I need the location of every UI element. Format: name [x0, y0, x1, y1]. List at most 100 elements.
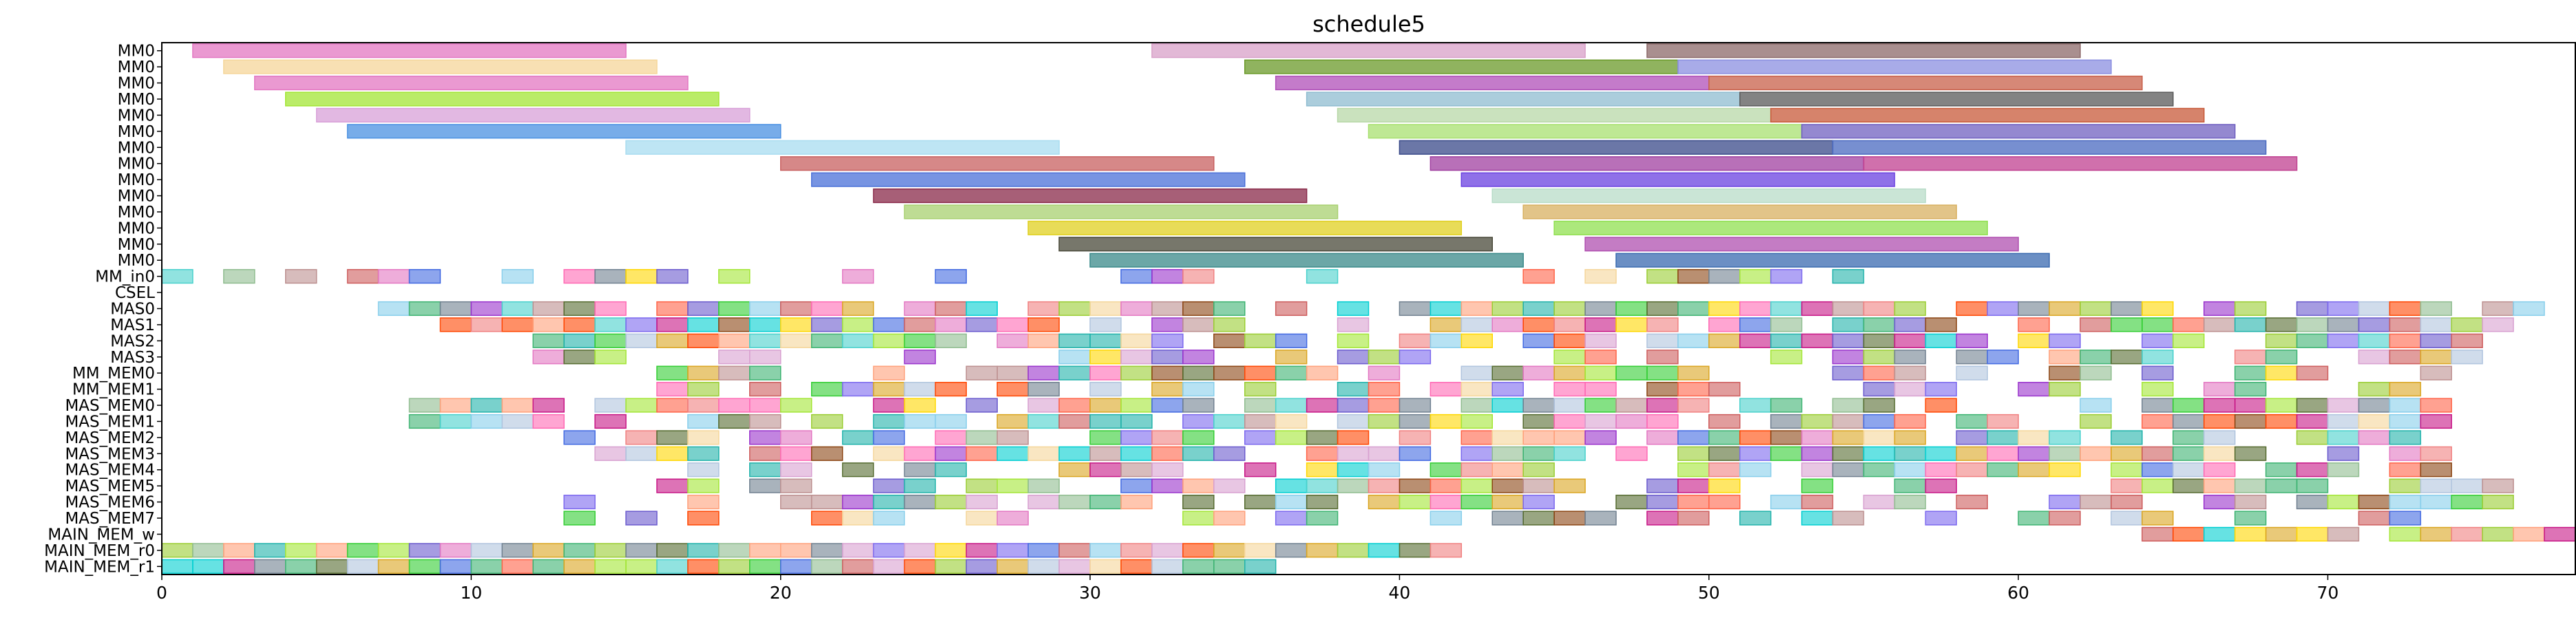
gantt-task-cell	[1460, 365, 1493, 380]
gantt-task-cell	[1089, 559, 1122, 574]
gantt-task-cell	[1182, 317, 1215, 332]
gantt-task-cell	[2111, 301, 2143, 317]
gantt-task-cell	[718, 543, 751, 558]
y-tick-label: MAS_MEM5	[65, 478, 155, 495]
gantt-task-cell	[1987, 350, 2019, 365]
gantt-task-cell	[2049, 382, 2081, 397]
gantt-task-cell	[903, 398, 936, 413]
gantt-task-cell	[1491, 511, 1524, 526]
gantt-task-cell	[1770, 317, 1803, 332]
gantt-task-cell	[965, 317, 998, 332]
gantt-task-cell	[563, 269, 596, 284]
y-tick-label: MAS1	[110, 317, 155, 334]
gantt-bar	[1863, 156, 2298, 171]
gantt-task-cell	[687, 365, 720, 380]
gantt-task-cell	[1615, 317, 1648, 332]
gantt-task-cell	[1770, 269, 1803, 284]
gantt-task-cell	[996, 543, 1029, 558]
gantt-task-cell	[656, 446, 689, 461]
gantt-task-cell	[2142, 301, 2174, 317]
gantt-task-cell	[1244, 495, 1277, 510]
gantt-task-cell	[1522, 398, 1555, 413]
x-tick-label: 70	[2317, 583, 2339, 603]
gantt-task-cell	[965, 430, 998, 445]
gantt-task-cell	[1522, 269, 1555, 284]
gantt-task-cell	[563, 430, 596, 445]
gantt-task-cell	[1553, 414, 1586, 429]
gantt-task-cell	[1368, 478, 1401, 493]
gantt-task-cell	[1491, 365, 1524, 380]
gantt-task-cell	[965, 559, 998, 574]
gantt-task-cell	[2482, 495, 2514, 510]
gantt-task-cell	[2172, 430, 2205, 445]
gantt-task-cell	[1987, 446, 2019, 461]
gantt-task-cell	[1770, 350, 1803, 365]
gantt-bar	[1460, 172, 1896, 187]
gantt-task-cell	[810, 414, 844, 429]
gantt-task-cell	[1894, 495, 1927, 510]
gantt-task-cell	[1863, 317, 1896, 332]
gantt-task-cell	[1925, 398, 1958, 413]
x-axis-ticks: 0 10 20 30 40 50 60 70	[156, 575, 2338, 603]
gantt-task-cell	[1027, 559, 1060, 574]
gantt-task-cell	[1275, 333, 1308, 348]
gantt-task-cell	[1460, 478, 1493, 493]
gantt-task-cell	[1151, 333, 1184, 348]
gantt-task-cell	[1089, 398, 1122, 413]
gantt-task-cell	[408, 543, 441, 558]
gantt-task-cell	[563, 495, 596, 510]
y-tick-label: MM0	[118, 43, 155, 61]
gantt-task-cell	[1832, 350, 1865, 365]
gantt-task-cell	[1027, 414, 1060, 429]
gantt-task-cell	[996, 382, 1029, 397]
gantt-bar	[1027, 220, 1463, 235]
gantt-task-cell	[532, 398, 565, 413]
gantt-task-cell	[1337, 414, 1370, 429]
gantt-task-cell	[1120, 269, 1153, 284]
gantt-task-cell	[1708, 333, 1741, 348]
chart-title: schedule5	[1312, 11, 1425, 37]
gantt-task-cell	[1584, 301, 1617, 317]
gantt-task-cell	[1337, 333, 1370, 348]
gantt-task-cell	[1244, 430, 1277, 445]
gantt-task-cell	[1491, 382, 1524, 397]
gantt-task-cell	[1151, 301, 1184, 317]
gantt-task-cell	[2203, 462, 2236, 478]
gantt-task-cell	[872, 559, 905, 574]
gantt-task-cell	[2420, 398, 2453, 413]
y-tick-label: MAS_MEM3	[65, 445, 155, 463]
gantt-task-cell	[2234, 414, 2267, 429]
gantt-task-cell	[1584, 511, 1617, 526]
gantt-task-cell	[1430, 414, 1463, 429]
gantt-task-cell	[841, 317, 875, 332]
gantt-task-cell	[1739, 398, 1772, 413]
gantt-bar	[1832, 140, 2267, 155]
gantt-bar	[1337, 107, 1772, 122]
gantt-task-cell	[1894, 365, 1927, 380]
gantt-task-cell	[872, 398, 905, 413]
gantt-task-cell	[439, 543, 472, 558]
gantt-task-cell	[1739, 301, 1772, 317]
gantt-task-cell	[1120, 543, 1153, 558]
gantt-task-cell	[315, 543, 348, 558]
y-tick-label: MM_in0	[95, 268, 155, 286]
y-tick-label: MM0	[118, 219, 155, 237]
gantt-task-cell	[1832, 414, 1865, 429]
gantt-task-cell	[841, 511, 875, 526]
gantt-task-cell	[2451, 495, 2483, 510]
gantt-task-cell	[1894, 333, 1927, 348]
gantt-task-cell	[1460, 414, 1493, 429]
gantt-task-cell	[718, 317, 751, 332]
gantt-task-cell	[1863, 462, 1896, 478]
gantt-task-cell	[1058, 398, 1091, 413]
gantt-task-cell	[1677, 511, 1710, 526]
gantt-task-cell	[1275, 495, 1308, 510]
gantt-task-cell	[1337, 430, 1370, 445]
gantt-task-cell	[1956, 350, 1988, 365]
gantt-task-cell	[2203, 495, 2236, 510]
gantt-bar	[810, 172, 1246, 187]
gantt-task-cell	[903, 382, 936, 397]
gantt-task-cell	[2513, 526, 2545, 542]
y-tick-label: MAIN_MEM_w	[48, 526, 155, 544]
y-tick-label: MM0	[118, 91, 155, 109]
